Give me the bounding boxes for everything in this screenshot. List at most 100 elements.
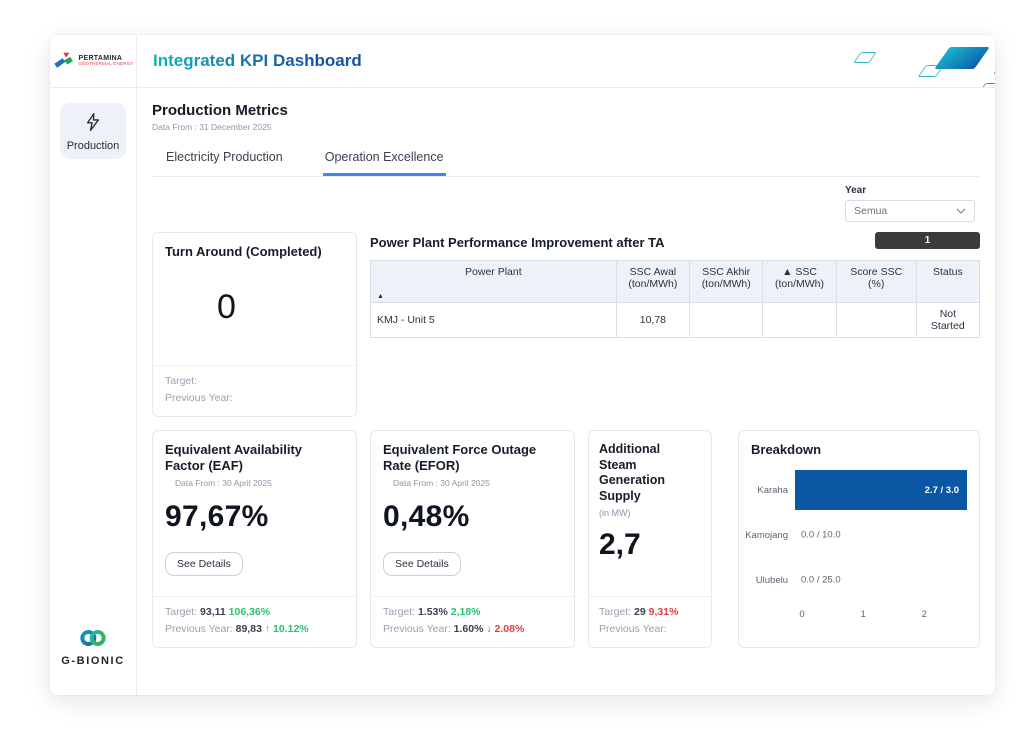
efor-see-details-button[interactable]: See Details — [383, 552, 461, 576]
app-header: PERTAMINA GEOTHERMAL ENERGY Integrated K… — [50, 35, 995, 88]
bar-track: 2.7 / 3.0 — [795, 470, 967, 510]
bar-karaha[interactable]: 2.7 / 3.0 — [795, 470, 967, 510]
year-label: Year — [845, 185, 975, 196]
eaf-footer: Target: 93,11 106,36% Previous Year: 89,… — [153, 596, 356, 647]
steam-title: Additional Steam Generation Supply — [589, 431, 711, 505]
pagination-page-1-button[interactable]: 1 — [875, 232, 980, 249]
target-label: Target: — [165, 606, 197, 618]
cell-delta-ssc — [763, 303, 836, 338]
sort-ascending-icon: ▲ — [377, 293, 384, 300]
x-tick-label: 1 — [860, 609, 865, 620]
page-data-from: Data From : 31 December 2025 — [152, 122, 980, 132]
efor-value: 0,48% — [371, 500, 574, 534]
column-header-ssc-akhir[interactable]: SSC Akhir (ton/MWh) — [690, 261, 763, 303]
main-content: Production Metrics Data From : 31 Decemb… — [137, 88, 995, 695]
category-label: Kamojang — [739, 530, 795, 541]
steam-target-value: 29 — [634, 606, 646, 618]
efor-footer: Target: 1.53% 2,18% Previous Year: 1.60%… — [371, 596, 574, 647]
eaf-previous-value: 89,83 — [236, 623, 262, 635]
pertamina-logo-icon — [53, 52, 75, 70]
bar-track: 0.0 / 25.0 — [795, 560, 967, 600]
eaf-previous-delta: ↑ 10.12% — [265, 623, 309, 635]
column-header-status[interactable]: Status — [916, 261, 979, 303]
column-header-power-plant[interactable]: Power Plant ▲ — [371, 261, 617, 303]
chart-row: Ulubelu 0.0 / 25.0 — [739, 558, 967, 602]
x-tick-label: 2 — [922, 609, 927, 620]
table-header-row: Power Plant ▲ SSC Awal (ton/MWh) SSC Akh… — [371, 261, 980, 303]
efor-previous-value: 1.60% — [454, 623, 484, 635]
cell-score-ssc — [836, 303, 916, 338]
sidebar-item-label: Production — [64, 140, 122, 152]
page-title: Production Metrics — [152, 102, 980, 119]
efor-target-value: 1.53% — [418, 606, 448, 618]
sidebar-item-production[interactable]: Production — [60, 103, 126, 159]
eaf-card: Equivalent Availability Factor (EAF) Dat… — [152, 430, 357, 648]
tab-operation-excellence[interactable]: Operation Excellence — [323, 146, 446, 176]
category-label: Ulubelu — [739, 575, 795, 586]
cell-ssc-akhir — [690, 303, 763, 338]
target-label: Target: — [165, 375, 197, 387]
decorative-parallelogram — [993, 63, 995, 74]
eaf-data-from: Data From : 30 April 2025 — [153, 478, 356, 488]
eaf-target-pct: 106,36% — [229, 606, 270, 618]
eaf-target-value: 93,11 — [200, 606, 226, 618]
turn-around-title: Turn Around (Completed) — [153, 233, 356, 260]
column-header-ssc-awal[interactable]: SSC Awal (ton/MWh) — [616, 261, 689, 303]
gbionic-logo: G-BIONIC — [50, 628, 136, 667]
cell-status: Not Started — [916, 303, 979, 338]
target-label: Target: — [383, 606, 415, 618]
turn-around-footer: Target: Previous Year: — [153, 365, 356, 416]
x-tick-label: 0 — [799, 609, 804, 620]
cell-ssc-awal: 10,78 — [616, 303, 689, 338]
previous-year-label: Previous Year: — [599, 623, 667, 635]
eaf-see-details-button[interactable]: See Details — [165, 552, 243, 576]
efor-target-pct: 2,18% — [451, 606, 481, 618]
lightning-icon — [83, 112, 103, 132]
zero-value-label: 0.0 / 10.0 — [801, 530, 841, 541]
app-window: PERTAMINA GEOTHERMAL ENERGY Integrated K… — [50, 35, 995, 695]
year-select-value: Semua — [854, 205, 887, 217]
eaf-title: Equivalent Availability Factor (EAF) — [153, 431, 356, 475]
ta-table-panel: 1 Power Plant Performance Improvement af… — [370, 232, 980, 417]
year-filter: Year Semua — [845, 185, 975, 222]
column-label: Power Plant — [465, 266, 522, 278]
efor-title: Equivalent Force Outage Rate (EFOR) — [371, 431, 574, 475]
column-header-delta-ssc[interactable]: ▲ SSC (ton/MWh) — [763, 261, 836, 303]
bar-value-label: 2.7 / 3.0 — [925, 485, 967, 496]
bar-track: 0.0 / 10.0 — [795, 515, 967, 555]
target-label: Target: — [599, 606, 631, 618]
steam-footer: Target: 29 9,31% Previous Year: — [589, 596, 711, 647]
gbionic-icon — [77, 628, 109, 648]
decorative-parallelogram — [853, 52, 877, 63]
chevron-down-icon — [956, 208, 966, 214]
sidebar: Production G-BIONIC — [50, 88, 137, 695]
steam-value: 2,7 — [589, 528, 711, 562]
steam-unit: (in MW) — [589, 508, 711, 518]
previous-year-label: Previous Year: — [383, 623, 451, 635]
breakdown-title: Breakdown — [739, 431, 979, 458]
year-select[interactable]: Semua — [845, 200, 975, 222]
breakdown-bar-chart: Karaha 2.7 / 3.0 Kamojang 0.0 / 10.0 — [739, 458, 979, 647]
chart-row: Kamojang 0.0 / 10.0 — [739, 513, 967, 557]
efor-previous-delta: ↓ 2.08% — [486, 623, 524, 635]
header-decoration — [362, 35, 995, 87]
chart-row: Karaha 2.7 / 3.0 — [739, 468, 967, 512]
steam-supply-card: Additional Steam Generation Supply (in M… — [588, 430, 712, 648]
steam-target-pct: 9,31% — [649, 606, 679, 618]
breakdown-card: Breakdown Karaha 2.7 / 3.0 Kamojang — [738, 430, 980, 648]
app-title: Integrated KPI Dashboard — [153, 51, 362, 71]
efor-card: Equivalent Force Outage Rate (EFOR) Data… — [370, 430, 575, 648]
tab-bar: Electricity Production Operation Excelle… — [152, 146, 980, 177]
brand-logo: PERTAMINA GEOTHERMAL ENERGY — [50, 35, 137, 87]
x-axis: 0 1 2 — [802, 609, 967, 631]
previous-year-label: Previous Year: — [165, 392, 233, 404]
turn-around-value: 0 — [217, 288, 356, 365]
eaf-value: 97,67% — [153, 500, 356, 534]
column-header-score-ssc[interactable]: Score SSC (%) — [836, 261, 916, 303]
category-label: Karaha — [739, 485, 795, 496]
decorative-parallelogram — [978, 83, 995, 87]
tab-electricity-production[interactable]: Electricity Production — [164, 146, 285, 176]
table-row[interactable]: KMJ - Unit 5 10,78 Not Started — [371, 303, 980, 338]
cell-power-plant: KMJ - Unit 5 — [371, 303, 617, 338]
brand-subtitle: GEOTHERMAL ENERGY — [79, 62, 134, 67]
